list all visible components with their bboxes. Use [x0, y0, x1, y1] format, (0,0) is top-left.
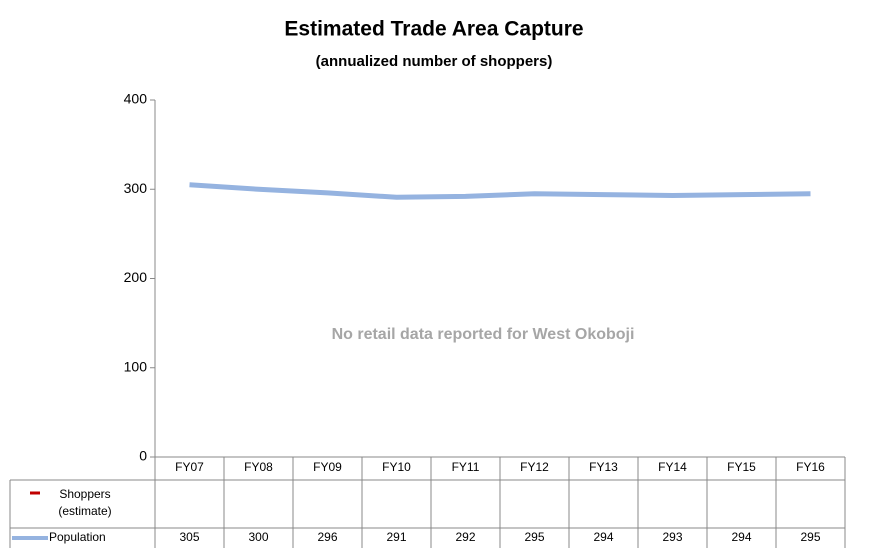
legend-label: Population [49, 530, 106, 544]
table-value: 296 [317, 530, 337, 544]
table-value: 293 [662, 530, 682, 544]
x-tick-label: FY09 [313, 460, 342, 474]
chart-subtitle: (annualized number of shoppers) [316, 53, 553, 70]
y-tick-label: 400 [124, 91, 148, 107]
table-value: 295 [800, 530, 820, 544]
table-value: 305 [179, 530, 199, 544]
x-tick-label: FY08 [244, 460, 273, 474]
legend-label-line: (estimate) [58, 504, 111, 518]
x-tick-label: FY07 [175, 460, 204, 474]
table-value: 294 [593, 530, 613, 544]
x-tick-label: FY13 [589, 460, 618, 474]
x-tick-label: FY10 [382, 460, 411, 474]
table-value: 300 [248, 530, 268, 544]
annotation: No retail data reported for West Okoboji [332, 326, 635, 343]
x-tick-label: FY14 [658, 460, 687, 474]
legend-label-line: Shoppers [59, 487, 110, 501]
chart-title: Estimated Trade Area Capture [284, 18, 583, 41]
x-tick-label: FY12 [520, 460, 549, 474]
y-tick-label: 0 [139, 448, 147, 464]
table-value: 294 [731, 530, 751, 544]
table-value: 291 [386, 530, 406, 544]
y-tick-label: 300 [124, 180, 148, 196]
table-value: 295 [524, 530, 544, 544]
x-tick-label: FY11 [452, 460, 480, 474]
x-tick-label: FY15 [727, 460, 756, 474]
y-tick-label: 200 [124, 269, 148, 285]
line [189, 182, 811, 200]
x-tick-label: FY16 [796, 460, 825, 474]
legend-label: Shoppers (estimate) [58, 487, 111, 518]
y-tick-label: 100 [124, 358, 148, 374]
table-value: 292 [455, 530, 475, 544]
